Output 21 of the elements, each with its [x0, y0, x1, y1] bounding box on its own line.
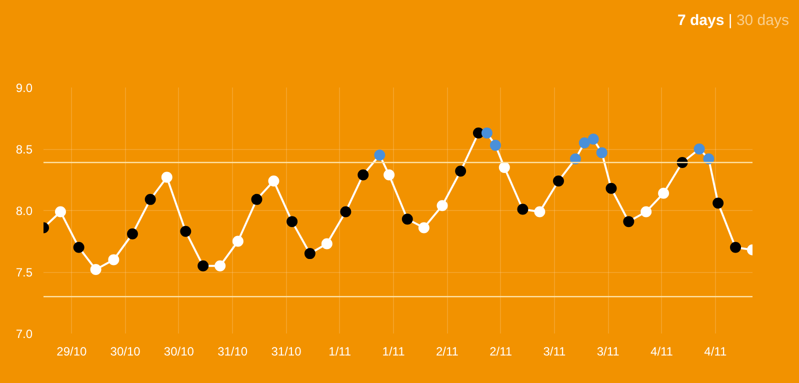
- y-tick-label: 7.5: [16, 266, 33, 280]
- x-tick-label: 4/11: [650, 344, 674, 358]
- x-tick-label: 2/11: [490, 344, 512, 358]
- text: 30 days: [736, 12, 789, 29]
- y-tick-label: 8.5: [16, 142, 33, 156]
- y-tick-label: 8.0: [16, 204, 33, 218]
- x-tick-label: 3/11: [596, 344, 620, 358]
- x-tick-label: 29/10: [56, 344, 88, 358]
- x-tick-label: 30/10: [164, 344, 194, 358]
- y-tick-label: 7.0: [16, 327, 33, 341]
- x-tick-label: 1/11: [382, 344, 406, 358]
- y-tick-label: 9.0: [16, 81, 33, 95]
- text: |: [728, 12, 732, 29]
- text: 7 days: [678, 12, 724, 29]
- x-tick-label: 4/11: [704, 344, 727, 358]
- x-tick-label: 3/11: [543, 344, 566, 358]
- x-tick-label: 31/10: [271, 344, 302, 358]
- x-tick-label: 30/10: [110, 344, 141, 358]
- x-tick-label: 2/11: [436, 344, 459, 358]
- x-tick-label: 31/10: [218, 344, 248, 358]
- x-tick-label: 1/11: [328, 344, 352, 358]
